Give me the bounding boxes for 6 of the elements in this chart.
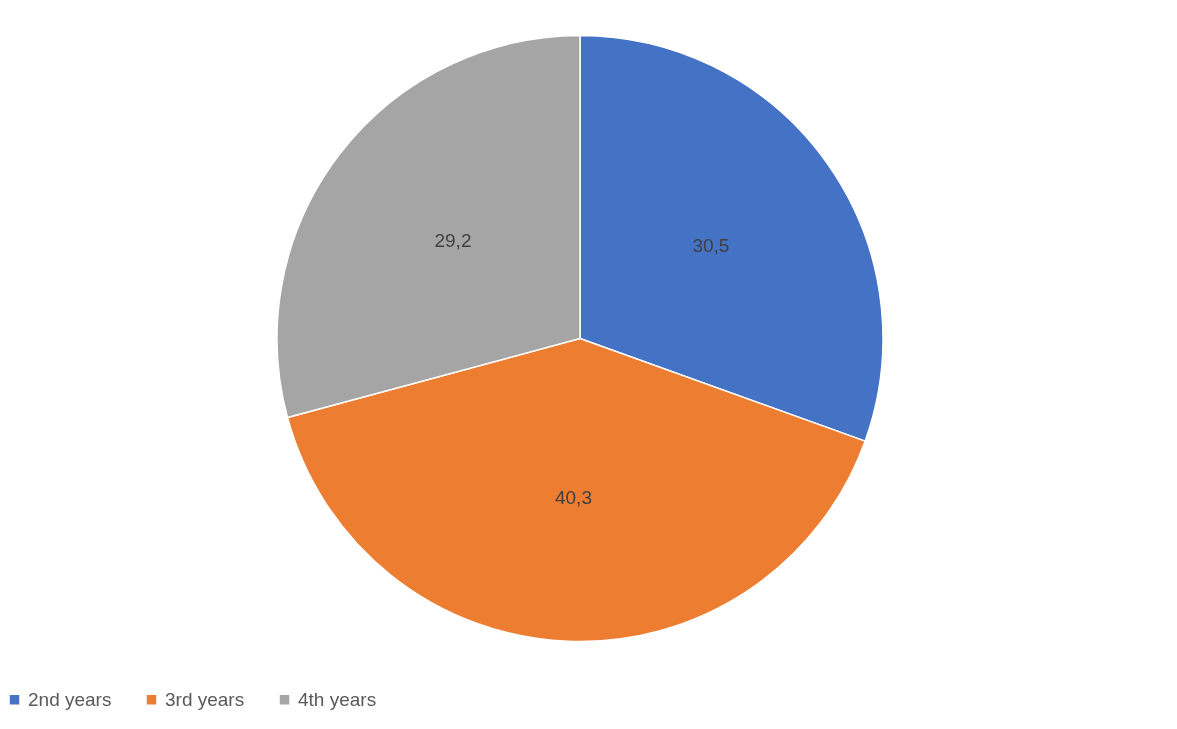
data-label: 30,5 [692, 235, 730, 257]
legend-label: 4th years [298, 688, 377, 710]
legend-label: 3rd years [165, 688, 245, 710]
data-label: 29,2 [434, 230, 472, 252]
legend-label: 2nd years [28, 688, 112, 710]
data-label: 40,3 [554, 487, 592, 509]
